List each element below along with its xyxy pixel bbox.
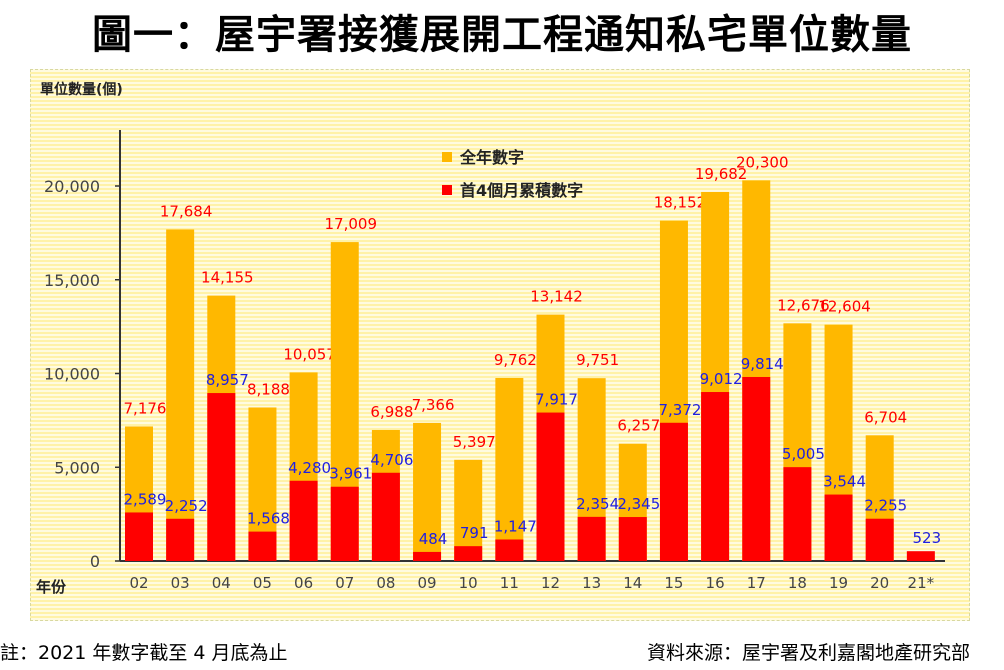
x-tick-label: 18 bbox=[788, 574, 807, 592]
x-tick-label: 21* bbox=[908, 574, 935, 592]
x-tick-label: 10 bbox=[459, 574, 478, 592]
full-year-label: 20,300 bbox=[736, 153, 789, 171]
x-tick-label: 04 bbox=[212, 574, 231, 592]
x-tick-label: 15 bbox=[664, 574, 683, 592]
full-year-label: 18,152 bbox=[654, 194, 707, 212]
first4-bar bbox=[166, 518, 195, 561]
first4-label: 7,372 bbox=[658, 401, 701, 419]
chart-title: 圖一：屋宇署接獲展開工程通知私宅單位數量 bbox=[92, 12, 912, 58]
first4-label: 2,255 bbox=[864, 497, 907, 515]
full-year-bar bbox=[454, 459, 483, 561]
full-year-label: 13,142 bbox=[530, 288, 583, 306]
x-tick-label: 14 bbox=[623, 574, 642, 592]
legend-swatch-full-year bbox=[442, 152, 452, 162]
first4-bar bbox=[865, 518, 894, 561]
y-axis-title: 單位數量(個) bbox=[40, 81, 123, 98]
x-tick-label: 07 bbox=[335, 574, 354, 592]
x-tick-label: 12 bbox=[541, 574, 560, 592]
first4-bar bbox=[659, 422, 688, 561]
full-year-bar bbox=[495, 377, 524, 561]
first4-label: 1,147 bbox=[494, 517, 537, 535]
first4-label: 2,252 bbox=[165, 497, 208, 515]
first4-label: 2,345 bbox=[617, 495, 660, 513]
first4-label: 2,589 bbox=[124, 490, 167, 508]
full-year-label: 7,366 bbox=[412, 396, 455, 414]
first4-bar bbox=[783, 467, 812, 561]
full-year-label: 5,397 bbox=[453, 433, 496, 451]
first4-label: 9,814 bbox=[741, 355, 784, 373]
x-tick-label: 03 bbox=[171, 574, 190, 592]
full-year-label: 6,704 bbox=[864, 408, 907, 426]
full-year-label: 14,155 bbox=[201, 269, 254, 287]
y-tick-label: 10,000 bbox=[44, 365, 100, 384]
first4-bar bbox=[413, 551, 442, 561]
x-tick-label: 16 bbox=[706, 574, 725, 592]
full-year-label: 7,176 bbox=[124, 399, 167, 417]
first4-label: 3,961 bbox=[329, 465, 372, 483]
legend-swatch-first4 bbox=[442, 185, 452, 195]
first4-label: 3,544 bbox=[823, 473, 866, 491]
first4-label: 484 bbox=[419, 530, 448, 548]
first4-label: 791 bbox=[460, 524, 489, 542]
x-axis-title: 年份 bbox=[36, 578, 67, 596]
full-year-label: 9,762 bbox=[494, 351, 537, 369]
full-year-label: 10,057 bbox=[283, 345, 336, 363]
x-tick-label: 09 bbox=[418, 574, 437, 592]
first4-label: 2,354 bbox=[576, 495, 619, 513]
first4-label: 1,568 bbox=[247, 510, 290, 528]
first4-bar bbox=[454, 546, 483, 561]
x-tick-label: 19 bbox=[829, 574, 848, 592]
first4-bar bbox=[618, 517, 647, 561]
first4-label: 9,012 bbox=[700, 370, 743, 388]
x-tick-label: 17 bbox=[747, 574, 766, 592]
full-year-label: 17,009 bbox=[325, 215, 378, 233]
x-tick-label: 06 bbox=[294, 574, 313, 592]
y-tick-label: 15,000 bbox=[44, 271, 100, 290]
full-year-label: 6,988 bbox=[370, 403, 413, 421]
first4-label: 5,005 bbox=[782, 445, 825, 463]
full-year-label: 17,684 bbox=[160, 202, 213, 220]
first4-bar bbox=[330, 486, 359, 561]
full-year-bar bbox=[166, 229, 195, 562]
footnote: 註：2021 年數字截至 4 月底為止 bbox=[0, 642, 288, 664]
y-tick-label: 5,000 bbox=[54, 458, 100, 477]
first4-label: 4,280 bbox=[288, 459, 331, 477]
first4-bar bbox=[125, 512, 153, 561]
first4-bar bbox=[824, 494, 853, 561]
full-year-label: 8,188 bbox=[247, 380, 290, 398]
full-year-label: 19,682 bbox=[695, 165, 748, 183]
first4-bar bbox=[207, 393, 236, 561]
x-tick-label: 11 bbox=[500, 574, 519, 592]
x-tick-label: 20 bbox=[870, 574, 889, 592]
x-tick-label: 05 bbox=[253, 574, 272, 592]
first4-bar bbox=[495, 539, 524, 561]
legend-label-first4: 首4個月累積數字 bbox=[460, 181, 583, 200]
y-tick-label: 20,000 bbox=[44, 177, 100, 196]
first4-bar bbox=[906, 551, 935, 561]
x-tick-label: 13 bbox=[582, 574, 601, 592]
full-year-bar bbox=[413, 422, 442, 561]
first4-bar bbox=[701, 392, 730, 561]
source-note: 資料來源：屋宇署及利嘉閣地產研究部 bbox=[646, 642, 970, 664]
legend-label-full-year: 全年數字 bbox=[459, 148, 524, 167]
first4-bar bbox=[577, 516, 606, 561]
full-year-label: 12,604 bbox=[818, 298, 871, 316]
first4-bar bbox=[371, 472, 400, 561]
first4-bar bbox=[248, 531, 277, 561]
first4-label: 523 bbox=[913, 529, 942, 547]
full-year-label: 6,257 bbox=[617, 417, 660, 435]
first4-bar bbox=[289, 480, 318, 561]
x-tick-label: 02 bbox=[129, 574, 148, 592]
y-tick-label: 0 bbox=[90, 552, 100, 571]
first4-label: 4,706 bbox=[370, 451, 413, 469]
full-year-label: 9,751 bbox=[576, 351, 619, 369]
full-year-label: 12,676 bbox=[777, 296, 830, 314]
first4-label: 7,917 bbox=[535, 391, 578, 409]
x-tick-label: 08 bbox=[376, 574, 395, 592]
first4-bar bbox=[742, 376, 771, 561]
first4-bar bbox=[536, 412, 565, 561]
first4-label: 8,957 bbox=[206, 371, 249, 389]
